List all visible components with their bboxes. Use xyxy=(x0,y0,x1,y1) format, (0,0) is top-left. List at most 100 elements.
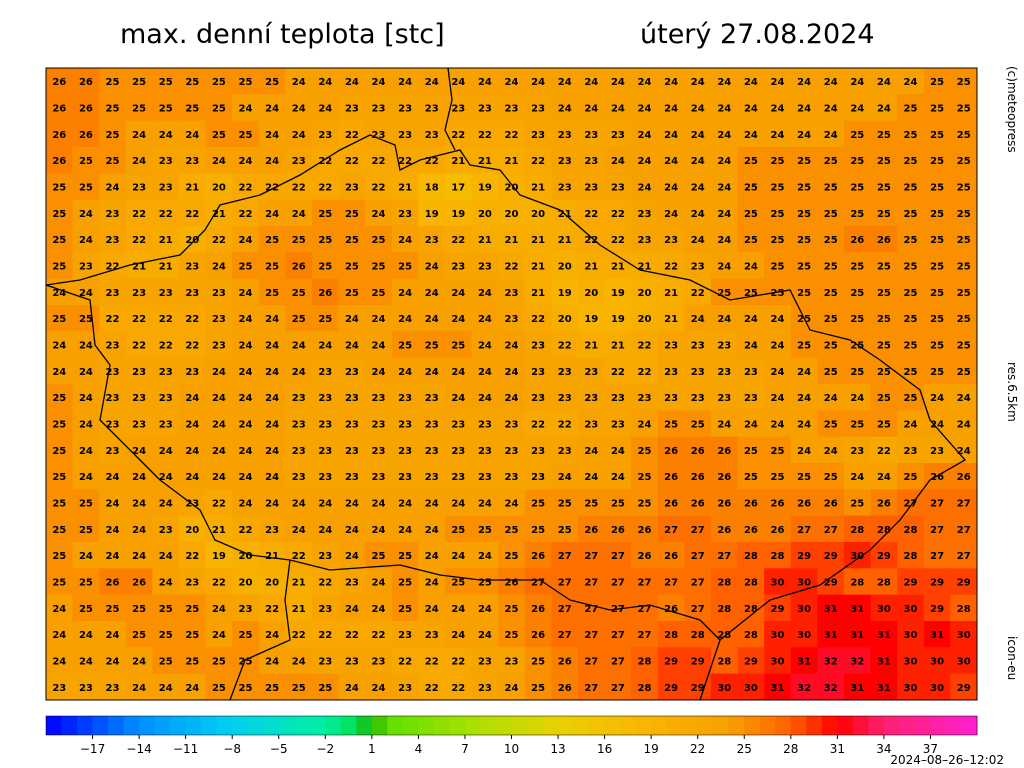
cell xyxy=(844,305,872,332)
cell xyxy=(179,120,207,148)
cell xyxy=(817,647,845,675)
cell-value: 24 xyxy=(824,393,838,404)
cell-value: 26 xyxy=(79,130,93,141)
cell-value: 31 xyxy=(824,630,838,641)
cell xyxy=(338,489,366,517)
cell xyxy=(897,94,925,122)
cell xyxy=(285,278,313,306)
cell xyxy=(950,147,978,174)
cell-value: 23 xyxy=(345,104,359,115)
cell-value: 23 xyxy=(717,393,731,404)
cell xyxy=(125,120,153,148)
cell-value: 23 xyxy=(691,367,705,378)
cell-value: 23 xyxy=(132,393,146,404)
cell-value: 30 xyxy=(850,551,864,562)
cell-value: 22 xyxy=(159,341,173,352)
cell-value: 25 xyxy=(824,235,838,246)
cell xyxy=(445,384,473,411)
cell xyxy=(205,436,233,464)
cell-value: 25 xyxy=(957,288,971,299)
colorbar: −17 −14 −11 −8 −5 −2 1 4 7 10 13 16 19 22 25 28 31 34 37 xyxy=(45,715,978,756)
cell-value: 23 xyxy=(398,393,412,404)
cell xyxy=(338,515,366,543)
cell-value: 24 xyxy=(398,77,412,88)
cell-value: 23 xyxy=(159,156,173,167)
cell xyxy=(684,463,712,490)
cell-value: 25 xyxy=(52,420,66,431)
cell xyxy=(258,673,286,701)
cell xyxy=(844,384,872,411)
cell-value: 27 xyxy=(691,525,705,536)
cell-value: 25 xyxy=(345,262,359,273)
cell-value: 24 xyxy=(478,499,492,510)
cell xyxy=(152,252,180,280)
cell-value: 24 xyxy=(451,499,465,510)
cell-value: 25 xyxy=(318,209,332,220)
cell xyxy=(285,489,313,517)
cell xyxy=(897,305,925,332)
colorbar-segment xyxy=(682,716,699,735)
cell-value: 26 xyxy=(717,446,731,457)
cell-value: 24 xyxy=(212,393,226,404)
cell-value: 25 xyxy=(930,77,944,88)
cell xyxy=(46,436,74,464)
cell-value: 23 xyxy=(398,104,412,115)
cell xyxy=(844,199,872,227)
cell-value: 23 xyxy=(398,630,412,641)
cell-value: 24 xyxy=(265,156,279,167)
cell-value: 23 xyxy=(159,183,173,194)
cell xyxy=(764,594,792,622)
cell-value: 24 xyxy=(451,393,465,404)
cell xyxy=(551,305,579,332)
cell xyxy=(604,384,632,411)
cell xyxy=(844,621,872,648)
cell-value: 23 xyxy=(558,156,572,167)
cell-value: 23 xyxy=(611,130,625,141)
cell-value: 22 xyxy=(451,235,465,246)
cell-value: 25 xyxy=(771,446,785,457)
cell-value: 26 xyxy=(691,446,705,457)
cell xyxy=(365,252,393,280)
cell xyxy=(844,252,872,280)
cell xyxy=(152,489,180,517)
cell-value: 26 xyxy=(52,77,66,88)
cell xyxy=(684,410,712,438)
cell xyxy=(551,515,579,543)
cell xyxy=(817,568,845,596)
cell xyxy=(312,410,340,438)
cell-value: 24 xyxy=(797,367,811,378)
cell-value: 25 xyxy=(79,156,93,167)
cell xyxy=(125,305,153,332)
cell-value: 25 xyxy=(957,262,971,273)
cell xyxy=(365,621,393,648)
cell-value: 22 xyxy=(345,130,359,141)
cell-value: 25 xyxy=(292,288,306,299)
cell-value: 21 xyxy=(531,183,545,194)
cell xyxy=(179,515,207,543)
cell xyxy=(498,357,526,385)
cell-value: 25 xyxy=(239,657,253,668)
cell-value: 23 xyxy=(345,183,359,194)
cell-value: 24 xyxy=(239,472,253,483)
title: max. denní teplota [stc] xyxy=(120,19,445,50)
cell-value: 25 xyxy=(877,393,891,404)
cell xyxy=(46,94,74,122)
cell xyxy=(923,568,951,596)
cell xyxy=(604,410,632,438)
cell xyxy=(498,568,526,596)
cell-value: 26 xyxy=(717,472,731,483)
cell xyxy=(790,120,818,148)
cell-value: 25 xyxy=(106,156,120,167)
cell-value: 21 xyxy=(531,235,545,246)
cell-value: 25 xyxy=(345,288,359,299)
cell-value: 27 xyxy=(691,604,705,615)
cell-value: 24 xyxy=(425,499,439,510)
cell-value: 25 xyxy=(239,130,253,141)
cell xyxy=(790,94,818,122)
cell-value: 22 xyxy=(505,130,519,141)
cell xyxy=(923,147,951,174)
cell-value: 23 xyxy=(717,367,731,378)
cell xyxy=(524,252,552,280)
cell-value: 22 xyxy=(611,209,625,220)
cell xyxy=(338,278,366,306)
